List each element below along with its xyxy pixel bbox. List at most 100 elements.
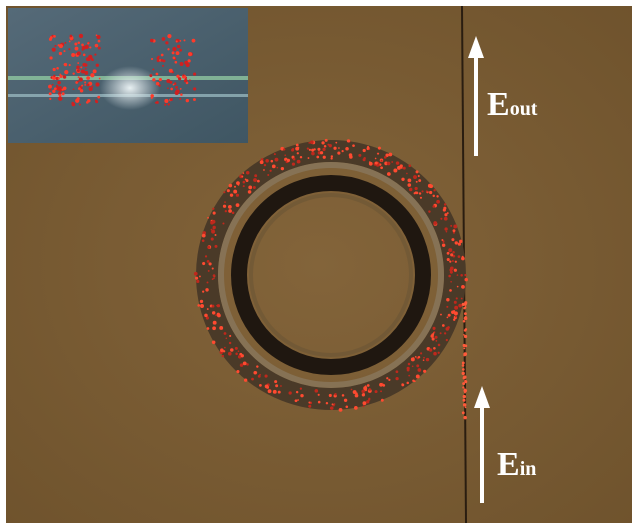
speckle bbox=[463, 375, 466, 378]
speckle bbox=[369, 148, 371, 150]
speckle bbox=[464, 380, 466, 382]
speckle bbox=[235, 353, 238, 356]
speckle bbox=[92, 86, 94, 88]
speckle bbox=[421, 190, 423, 192]
speckle bbox=[253, 178, 257, 182]
speckle bbox=[293, 158, 296, 161]
speckle bbox=[429, 191, 432, 194]
speckle bbox=[245, 179, 247, 181]
speckle bbox=[52, 90, 55, 93]
speckle bbox=[248, 186, 252, 190]
speckle bbox=[295, 399, 298, 402]
speckle bbox=[73, 88, 75, 90]
speckle bbox=[432, 205, 434, 207]
speckle bbox=[308, 405, 311, 408]
speckle bbox=[462, 386, 464, 388]
speckle bbox=[384, 156, 387, 159]
speckle bbox=[408, 363, 411, 366]
speckle bbox=[172, 47, 176, 51]
speckle bbox=[152, 78, 155, 81]
speckle bbox=[459, 240, 462, 243]
speckle bbox=[243, 185, 245, 187]
speckle bbox=[63, 50, 65, 52]
speckle bbox=[416, 364, 419, 367]
speckle bbox=[454, 311, 458, 315]
speckle bbox=[212, 226, 215, 229]
speckle bbox=[393, 169, 397, 173]
speckle bbox=[217, 314, 221, 318]
speckle bbox=[321, 141, 324, 144]
speckle bbox=[292, 162, 295, 165]
speckle bbox=[453, 319, 455, 321]
speckle bbox=[363, 157, 365, 159]
speckle bbox=[58, 77, 60, 79]
speckle bbox=[311, 149, 314, 152]
speckle bbox=[446, 231, 448, 233]
speckle bbox=[440, 218, 442, 220]
speckle bbox=[236, 370, 239, 373]
speckle bbox=[235, 347, 238, 350]
speckle bbox=[449, 261, 451, 263]
speckle bbox=[207, 308, 209, 310]
speckle bbox=[325, 139, 328, 142]
speckle bbox=[457, 286, 459, 288]
speckle bbox=[450, 266, 454, 270]
speckle bbox=[462, 411, 465, 414]
speckle bbox=[287, 159, 290, 162]
speckle bbox=[463, 395, 466, 398]
speckle bbox=[452, 260, 454, 262]
speckle bbox=[355, 392, 357, 394]
speckle bbox=[223, 205, 226, 208]
speckle bbox=[236, 194, 239, 197]
speckle bbox=[179, 49, 182, 52]
speckle bbox=[227, 189, 230, 192]
speckle bbox=[212, 311, 215, 314]
speckle bbox=[98, 40, 101, 43]
speckle bbox=[457, 274, 459, 276]
speckle bbox=[79, 104, 81, 106]
speckle bbox=[454, 301, 457, 304]
speckle bbox=[170, 98, 173, 101]
speckle bbox=[345, 147, 349, 151]
speckle bbox=[224, 347, 226, 349]
speckle bbox=[59, 75, 62, 78]
speckle bbox=[75, 99, 79, 103]
speckle bbox=[456, 297, 458, 299]
speckle bbox=[342, 394, 345, 397]
speckle bbox=[212, 267, 214, 269]
speckle bbox=[463, 403, 467, 407]
speckle bbox=[274, 380, 277, 383]
speckle bbox=[432, 337, 435, 340]
speckle bbox=[298, 147, 300, 149]
speckle bbox=[415, 191, 418, 194]
speckle bbox=[281, 167, 284, 170]
speckle bbox=[269, 170, 271, 172]
speckle bbox=[202, 234, 206, 238]
speckle bbox=[367, 384, 370, 387]
speckle bbox=[150, 39, 153, 42]
speckle bbox=[259, 384, 262, 387]
speckle bbox=[300, 388, 302, 390]
speckle bbox=[447, 316, 449, 318]
speckle bbox=[310, 140, 314, 144]
speckle bbox=[215, 314, 217, 316]
speckle bbox=[80, 89, 83, 92]
speckle bbox=[388, 153, 392, 157]
speckle bbox=[347, 139, 350, 142]
speckle bbox=[391, 161, 393, 163]
speckle bbox=[455, 261, 457, 263]
speckle bbox=[173, 57, 176, 60]
speckle bbox=[438, 344, 441, 347]
speckle bbox=[368, 388, 371, 391]
speckle bbox=[213, 274, 216, 277]
speckle bbox=[167, 34, 171, 38]
speckle bbox=[379, 383, 383, 387]
speckle bbox=[64, 64, 66, 66]
speckle bbox=[433, 189, 435, 191]
speckle bbox=[415, 356, 417, 358]
speckle bbox=[453, 225, 457, 229]
speckle bbox=[156, 101, 159, 104]
page: Eout Ein (() => { const data = JSON.pars… bbox=[0, 0, 638, 529]
speckle bbox=[53, 68, 56, 71]
speckle bbox=[175, 61, 178, 64]
